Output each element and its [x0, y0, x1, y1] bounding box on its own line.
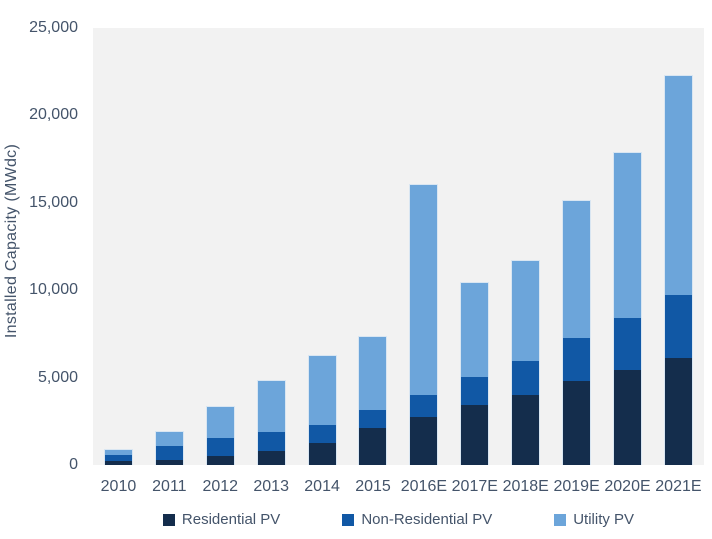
bar-segment-non-residential-pv [257, 432, 285, 451]
legend-item-utility-pv: Utility PV [554, 511, 634, 528]
legend-swatch-icon [554, 513, 567, 526]
bar-segment-utility-pv [155, 432, 183, 446]
bar-group-2015 [358, 28, 388, 465]
bar-segment-utility-pv [206, 407, 234, 438]
bar-group-2012 [205, 28, 235, 465]
bar-segment-non-residential-pv [563, 338, 591, 381]
bar-segment-residential-pv [308, 443, 336, 465]
plot-area [93, 28, 704, 465]
bar-segment-non-residential-pv [461, 377, 489, 405]
stacked-bar-2012 [205, 406, 235, 465]
legend-item-non-residential-pv: Non-Residential PV [342, 511, 492, 528]
bar-segment-utility-pv [614, 153, 642, 318]
y-axis-tick-label: 20,000 [29, 106, 78, 124]
y-axis-title: Installed Capacity (MWdc) [3, 143, 20, 339]
bar-segment-residential-pv [512, 395, 540, 465]
bar-segment-residential-pv [155, 460, 183, 465]
y-axis-tick-label: 10,000 [29, 281, 78, 299]
bar-segment-residential-pv [206, 456, 234, 465]
stacked-bar-2019e [562, 200, 592, 465]
bar-segment-utility-pv [664, 76, 692, 295]
legend: Residential PV Non-Residential PV Utility … [93, 511, 704, 528]
stacked-bar-2010 [103, 449, 133, 465]
stacked-bar-2020e [613, 152, 643, 465]
bar-segment-utility-pv [257, 381, 285, 432]
legend-item-residential-pv: Residential PV [162, 511, 281, 528]
bar-group-2019e [562, 28, 592, 465]
bar-group-2017e [460, 28, 490, 465]
bar-group-2014 [307, 28, 337, 465]
bar-segment-non-residential-pv [614, 318, 642, 370]
bar-segment-residential-pv [104, 461, 132, 465]
bar-segment-non-residential-pv [359, 410, 387, 428]
bar-group-2018e [511, 28, 541, 465]
bar-segment-non-residential-pv [664, 295, 692, 358]
legend-label: Residential PV [181, 511, 281, 528]
bar-segment-non-residential-pv [308, 425, 336, 443]
bar-segment-residential-pv [664, 358, 692, 465]
y-axis-tick-label: 15,000 [29, 193, 78, 211]
stacked-bar-2016e [409, 184, 439, 465]
bar-segment-non-residential-pv [410, 395, 438, 417]
stacked-bar-2011 [154, 431, 184, 465]
bar-segment-utility-pv [410, 185, 438, 395]
x-axis-tick-label: 2020E [604, 478, 651, 495]
x-axis-tick-label: 2015 [355, 478, 391, 495]
x-axis-tick-label: 2011 [152, 478, 187, 495]
y-axis-tick-label: 25,000 [29, 19, 78, 36]
bar-segment-residential-pv [614, 370, 642, 465]
bar-segment-non-residential-pv [104, 455, 132, 461]
bar-group-2013 [256, 28, 286, 465]
x-axis-tick-label: 2012 [202, 478, 239, 495]
stacked-bar-2013 [256, 380, 286, 465]
x-axis-tick-label: 2019E [553, 478, 600, 495]
bar-segment-residential-pv [461, 405, 489, 465]
bar-segment-non-residential-pv [512, 361, 540, 395]
legend-swatch-icon [342, 513, 355, 526]
bar-segment-residential-pv [359, 428, 387, 465]
stacked-bar-2018e [511, 260, 541, 465]
bar-segment-residential-pv [563, 381, 591, 465]
bar-segment-residential-pv [410, 417, 438, 465]
legend-label: Non-Residential PV [361, 511, 493, 528]
x-axis-tick-label: 2018E [502, 478, 549, 495]
x-axis-tick-label: 2016E [400, 478, 448, 495]
x-axis-tick-label: 2013 [253, 478, 289, 495]
bar-segment-utility-pv [461, 283, 489, 377]
bar-segment-utility-pv [308, 356, 336, 425]
x-axis-tick-label: 2014 [304, 478, 340, 495]
bar-segment-utility-pv [359, 337, 387, 410]
bar-group-2016e [409, 28, 439, 465]
stacked-bar-2015 [358, 336, 388, 465]
stacked-bar-2017e [460, 282, 490, 465]
bar-group-2020e [613, 28, 643, 465]
bar-group-2010 [103, 28, 133, 465]
bar-segment-utility-pv [512, 261, 540, 361]
bar-group-2021e [663, 28, 693, 465]
bar-segment-non-residential-pv [206, 438, 234, 456]
stacked-bar-2021e [663, 75, 693, 465]
x-axis-tick-label: 2017E [451, 478, 498, 495]
x-axis-tick-label: 2010 [100, 478, 137, 495]
bar-group-2011 [154, 28, 184, 465]
bar-segment-residential-pv [257, 451, 285, 465]
stacked-bar-2014 [307, 355, 337, 465]
bar-segment-utility-pv [563, 201, 591, 338]
legend-label: Utility PV [573, 511, 635, 528]
y-axis-tick-label: 5,000 [37, 368, 78, 386]
bar-segment-utility-pv [104, 450, 132, 455]
x-axis-labels: 2010 2011 2012 2013 2014 2015 2016E 2017E 2018E 2… [93, 478, 704, 496]
legend-swatch-icon [162, 513, 175, 526]
y-axis-tick-label: 0 [69, 456, 78, 473]
bar-segment-non-residential-pv [155, 446, 183, 460]
x-axis-tick-label: 2021E [655, 478, 702, 495]
